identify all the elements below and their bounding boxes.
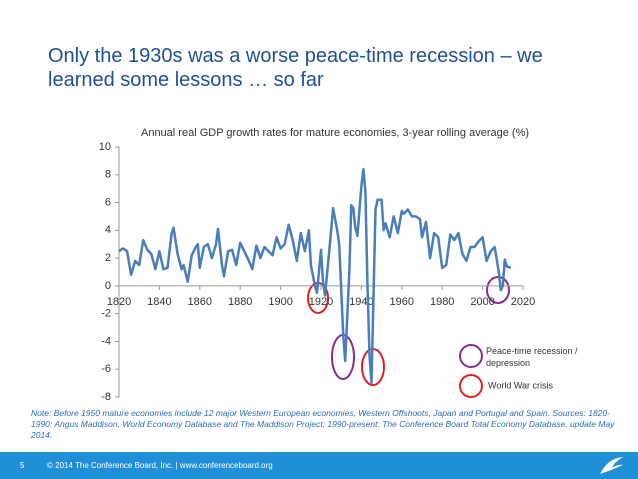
note: Note: Before 1950 mature economies inclu…	[31, 408, 615, 440]
x-tick-label: 2020	[511, 296, 535, 308]
recession-circle	[486, 276, 510, 304]
y-tick-label: 8	[105, 169, 111, 181]
page-number: 5	[20, 461, 25, 470]
y-tick-label: 2	[105, 252, 111, 264]
y-tick-label: -2	[101, 308, 111, 320]
legend-circle	[459, 374, 483, 398]
x-tick-label: 1840	[147, 296, 171, 308]
x-tick-label: 1940	[349, 296, 373, 308]
x-tick-label: 1860	[188, 296, 212, 308]
y-tick-label: 6	[105, 196, 111, 208]
footer: 5 © 2014 The Conference Board, Inc. | ww…	[0, 452, 638, 479]
legend-label: World War crisis	[488, 380, 553, 390]
y-tick-label: 0	[105, 280, 111, 292]
logo	[600, 457, 623, 474]
legend-circle	[459, 344, 483, 368]
y-tick-label: 10	[99, 141, 111, 153]
y-tick-label: -8	[101, 391, 111, 403]
x-tick-label: 1920	[309, 296, 333, 308]
x-tick-label: 1880	[228, 296, 252, 308]
x-tick-label: 1900	[268, 296, 292, 308]
slide-title: Only the 1930s was a worse peace-time re…	[48, 45, 543, 91]
y-tick-label: -6	[101, 363, 111, 375]
x-tick-label: 2000	[470, 296, 494, 308]
gdp-line	[118, 167, 512, 385]
x-tick-label: 1960	[390, 296, 414, 308]
chart-title: Annual real GDP growth rates for mature …	[141, 127, 529, 139]
legend-label: Peace-time recession / depression	[486, 346, 578, 368]
legend-text: Peace-time recession / depression	[486, 346, 578, 368]
x-tick-label: 1980	[430, 296, 454, 308]
y-tick-label: 4	[105, 224, 111, 236]
y-tick-label: -4	[101, 335, 111, 347]
footer-text: © 2014 The Conference Board, Inc. | www.…	[47, 461, 273, 470]
x-tick-label: 1820	[107, 296, 131, 308]
